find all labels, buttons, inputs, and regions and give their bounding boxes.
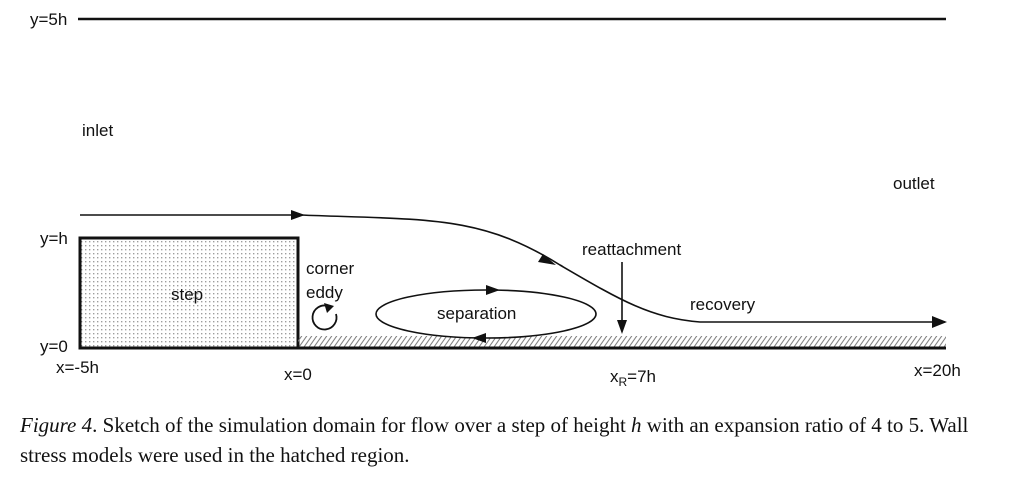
arrowhead-mid	[538, 254, 556, 265]
reattachment-arrowhead	[617, 320, 627, 334]
label-y-top: y=5h	[30, 10, 67, 29]
label-x-R-sub: R	[619, 375, 628, 389]
label-x-0: x=0	[284, 365, 312, 384]
separation-arrow-bottom	[472, 333, 486, 343]
step-block	[78, 236, 300, 350]
arrowhead-outlet	[932, 316, 947, 328]
label-step: step	[171, 285, 203, 304]
hatched-wall-region	[298, 336, 946, 348]
label-inlet: inlet	[82, 121, 113, 140]
label-x-minus5: x=-5h	[56, 358, 99, 377]
label-eddy: eddy	[306, 283, 343, 302]
corner-eddy-arrowhead	[324, 303, 334, 313]
label-separation: separation	[437, 304, 516, 323]
label-corner: corner	[306, 259, 355, 278]
label-x-20: x=20h	[914, 361, 961, 380]
corner-eddy-arrow	[311, 304, 338, 331]
label-recovery: recovery	[690, 295, 756, 314]
domain-sketch: y=5h inlet outlet y=h y=0 step corner ed…	[30, 10, 961, 389]
label-x-R-suffix: =7h	[627, 367, 656, 386]
label-x-R-prefix: x	[610, 367, 619, 386]
label-outlet: outlet	[893, 174, 935, 193]
caption-figure-label: Figure 4	[20, 413, 93, 437]
label-y-0: y=0	[40, 337, 68, 356]
label-x-R: xR=7h	[610, 367, 656, 389]
arrowhead-inlet	[291, 210, 305, 220]
caption-text-2: with an expansion ratio of 4 to 5. Wall …	[20, 413, 969, 467]
label-y-h: y=h	[40, 229, 68, 248]
caption-text-1: . Sketch of the simulation domain for fl…	[92, 413, 632, 437]
caption-h: h	[631, 413, 642, 437]
label-reattachment: reattachment	[582, 240, 681, 259]
figure-caption: Figure 4. Sketch of the simulation domai…	[20, 410, 1020, 470]
separation-arrow-top	[486, 285, 500, 295]
